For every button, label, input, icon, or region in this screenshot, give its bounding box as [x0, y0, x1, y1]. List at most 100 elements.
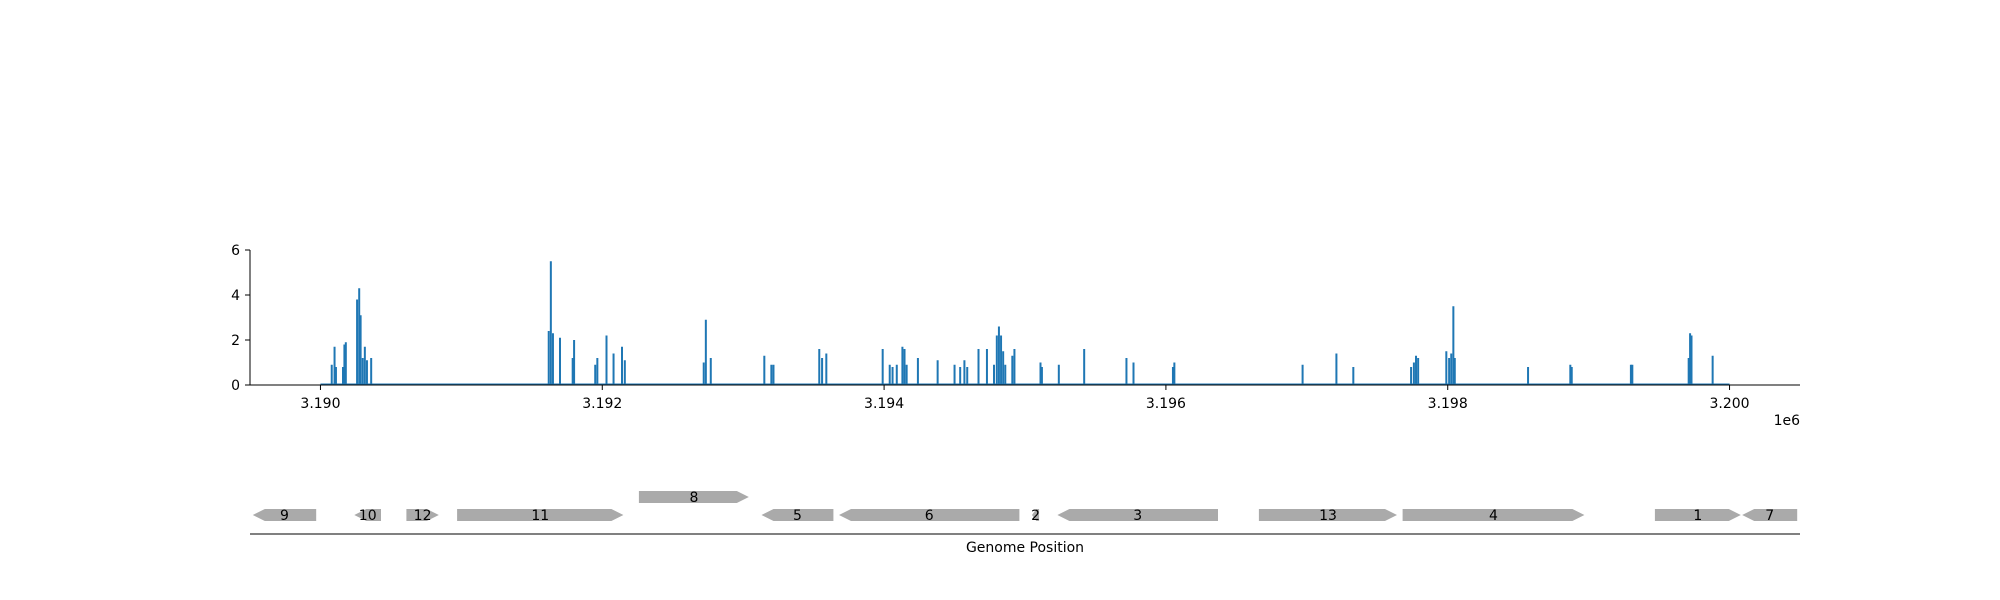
gene-arrow-2: [1032, 509, 1040, 521]
coverage-bar: [966, 367, 969, 385]
coverage-bar: [704, 319, 707, 385]
coverage-bar: [825, 353, 828, 385]
gene-arrow-9: [252, 509, 317, 521]
gene-arrow-5: [761, 509, 834, 521]
coverage-bar: [709, 358, 712, 385]
coverage-bar: [770, 364, 773, 385]
coverage-bar: [936, 360, 939, 385]
gene-arrow-13: [1258, 509, 1397, 521]
coverage-bar: [891, 367, 894, 385]
coverage-bar: [551, 333, 554, 385]
coverage-bar: [1453, 358, 1456, 385]
gene-label-7: 7: [1765, 508, 1774, 524]
gene-label-12: 12: [414, 508, 432, 524]
coverage-bar: [594, 364, 597, 385]
coverage-bar: [1570, 367, 1573, 385]
gene-arrow-8: [638, 491, 749, 503]
gene-label-5: 5: [793, 508, 802, 524]
x-tick-label: 3.194: [864, 396, 904, 412]
gene-arrow-1: [1654, 509, 1741, 521]
coverage-bar: [549, 261, 552, 385]
coverage-bar: [1689, 333, 1692, 385]
coverage-bar: [621, 346, 623, 385]
coverage-bar: [623, 360, 626, 385]
gene-label-13: 13: [1319, 508, 1337, 524]
coverage-bar: [1171, 367, 1174, 385]
gene-label-6: 6: [925, 508, 934, 524]
coverage-bar: [1000, 335, 1003, 385]
coverage-bar: [344, 342, 347, 385]
coverage-bar: [1527, 367, 1530, 385]
coverage-bar: [818, 349, 821, 385]
coverage-bar: [1335, 353, 1338, 385]
coverage-bar: [905, 364, 908, 385]
coverage-bar: [343, 344, 346, 385]
coverage-bar: [895, 364, 898, 385]
coverage-bar: [916, 358, 919, 385]
coverage-bar: [1040, 367, 1043, 385]
gene-label-2: 2: [1031, 508, 1040, 524]
coverage-bar: [881, 349, 884, 385]
coverage-bar: [342, 367, 344, 385]
gene-arrow-6: [839, 509, 1020, 521]
y-tick-label: 4: [231, 288, 240, 304]
gene-label-11: 11: [531, 508, 549, 524]
coverage-bars: [330, 261, 1714, 385]
coverage-bar: [1039, 362, 1042, 385]
coverage-bar: [1629, 364, 1632, 385]
gene-arrow-10: [354, 509, 381, 521]
y-tick-label: 2: [231, 333, 240, 349]
gene-arrow-4: [1402, 509, 1585, 521]
coverage-bar: [1352, 367, 1355, 385]
coverage-bar: [334, 367, 337, 385]
x-tick-label: 3.192: [582, 396, 622, 412]
coverage-bar: [1445, 351, 1448, 385]
gene-arrows: 9 10 12 11 8 5 6 2 3 13 4 1 7: [252, 490, 1798, 524]
coverage-bar: [363, 346, 366, 385]
coverage-bar: [356, 299, 359, 385]
coverage-bar: [1687, 358, 1690, 385]
coverage-bar: [963, 360, 966, 385]
coverage-bar: [1301, 364, 1304, 385]
coverage-bar: [959, 367, 962, 385]
coverage-bar: [1412, 362, 1415, 385]
coverage-bar: [1173, 362, 1176, 385]
coverage-bar: [1004, 364, 1007, 385]
x-axis-offset-label: 1e6: [1774, 413, 1801, 429]
coverage-bar: [559, 337, 561, 385]
y-axis-ticks: 0 2 4 6: [231, 243, 250, 394]
gene-arrow-11: [457, 509, 624, 521]
coverage-bar: [985, 349, 988, 385]
coverage-bar: [1002, 351, 1005, 385]
coverage-bar: [1690, 335, 1693, 385]
coverage-bar: [953, 364, 956, 385]
gene-label-3: 3: [1133, 508, 1142, 524]
coverage-bar: [1132, 362, 1135, 385]
x-tick-label: 3.198: [1428, 396, 1468, 412]
coverage-plot: 0 2 4 6 3.190 3.192 3.194 3.196 3.198 3.200 1e6: [231, 243, 1800, 429]
gene-label-1: 1: [1693, 508, 1702, 524]
coverage-bar: [1415, 355, 1418, 385]
coverage-bar: [571, 358, 574, 385]
coverage-bar: [596, 358, 599, 385]
coverage-bar: [1013, 349, 1016, 385]
coverage-bar: [1083, 349, 1086, 385]
coverage-bar: [901, 346, 904, 385]
coverage-bar: [1125, 358, 1128, 385]
x-tick-label: 3.200: [1709, 396, 1749, 412]
coverage-bar: [547, 331, 550, 385]
coverage-bar: [359, 315, 362, 385]
coverage-bar: [993, 364, 995, 385]
coverage-bar: [997, 326, 1000, 385]
coverage-bar: [370, 358, 373, 385]
coverage-bar: [333, 346, 336, 385]
coverage-bar: [358, 288, 361, 385]
gene-label-10: 10: [359, 508, 377, 524]
coverage-bar: [1711, 355, 1714, 385]
coverage-bar: [1450, 353, 1453, 385]
x-tick-label: 3.196: [1146, 396, 1186, 412]
coverage-bar: [361, 358, 364, 385]
coverage-bar: [330, 364, 333, 385]
gene-arrow-12: [406, 509, 439, 521]
